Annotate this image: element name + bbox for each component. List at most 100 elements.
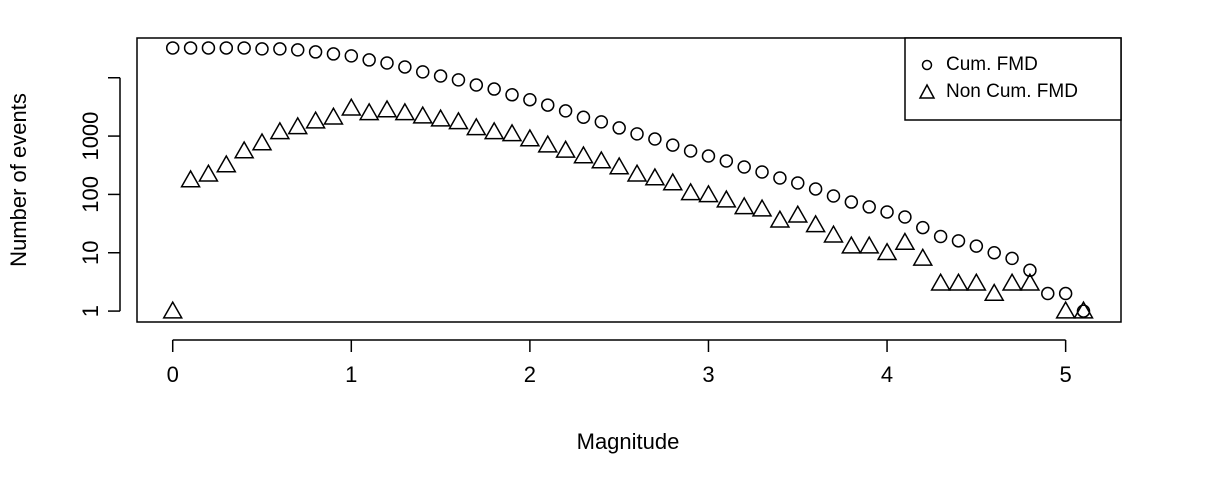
triangle-point: [430, 108, 451, 127]
y-tick-label: 1: [78, 305, 103, 317]
circle-point: [719, 154, 734, 168]
circle-point: [1076, 304, 1091, 318]
triangle-point: [215, 154, 237, 173]
plot-frame: [136, 37, 1122, 323]
triangle-point: [198, 163, 219, 182]
circle-point: [630, 127, 644, 141]
circle-point: [505, 88, 519, 102]
triangle-point: [787, 204, 809, 223]
circle-point: [1005, 251, 1019, 266]
triangle-point: [448, 111, 469, 130]
triangle-point: [394, 102, 416, 121]
circle-point: [916, 220, 930, 235]
triangle-point: [894, 231, 916, 250]
triangle-point: [483, 121, 505, 140]
x-tick-label: 4: [881, 362, 893, 387]
circle-point: [237, 41, 251, 55]
circle-point: [344, 49, 359, 63]
circle-point: [755, 165, 769, 179]
triangle-point: [501, 123, 523, 142]
triangle-point: [805, 214, 826, 233]
circle-point: [540, 98, 555, 112]
triangle-point: [573, 145, 594, 164]
circle-point: [201, 41, 216, 55]
circle-point: [1023, 263, 1037, 278]
circle-point: [558, 104, 573, 118]
circle-point: [701, 149, 716, 163]
y-tick-label: 100: [78, 176, 103, 213]
triangle-point: [180, 169, 201, 188]
circle-point: [1041, 286, 1055, 301]
triangle-point: [555, 139, 576, 158]
triangle-point: [918, 83, 936, 99]
triangle-point: [626, 163, 648, 182]
circle-point: [523, 92, 537, 107]
triangle-point: [519, 128, 541, 147]
y-tick-label: 1000: [78, 112, 103, 161]
circle-point: [844, 195, 859, 209]
circle-point: [362, 53, 376, 67]
triangle-point: [608, 156, 630, 175]
triangle-point: [644, 167, 666, 186]
circle-point: [921, 59, 933, 71]
triangle-point: [537, 134, 559, 153]
triangle-point: [698, 184, 719, 203]
triangle-point: [233, 140, 255, 159]
y-tick-label: 10: [78, 241, 103, 265]
triangle-point: [287, 116, 309, 135]
triangle-point: [858, 235, 880, 254]
circle-point: [737, 160, 751, 174]
circle-point: [415, 65, 430, 79]
circle-point: [219, 41, 234, 55]
circle-point: [808, 182, 823, 196]
x-tick-label: 2: [524, 362, 536, 387]
circle-point: [1058, 286, 1073, 301]
circle-point: [987, 245, 1001, 260]
triangle-point: [466, 117, 487, 136]
circle-point: [290, 43, 305, 57]
circle-point: [594, 115, 609, 129]
circle-point: [469, 78, 484, 92]
triangle-point: [841, 235, 862, 254]
triangle-point: [716, 189, 737, 208]
circle-point: [880, 205, 894, 219]
circle-point: [308, 45, 323, 59]
triangle-point: [733, 196, 755, 215]
circle-point: [683, 144, 698, 158]
circle-point: [451, 73, 466, 87]
triangle-point: [680, 182, 701, 201]
triangle-point: [251, 132, 273, 151]
circle-point: [165, 41, 180, 55]
circle-point: [380, 56, 394, 70]
circle-point: [487, 82, 501, 96]
circle-point: [773, 171, 787, 185]
circle-point: [326, 47, 341, 61]
triangle-point: [162, 300, 184, 319]
x-tick-label: 5: [1060, 362, 1072, 387]
legend-label: Non Cum. FMD: [946, 81, 1078, 102]
triangle-point: [341, 97, 362, 116]
circle-point: [826, 189, 841, 203]
circle-point: [273, 42, 287, 56]
triangle-point: [1073, 300, 1094, 319]
triangle-point: [1055, 300, 1076, 319]
circle-point: [398, 60, 412, 74]
x-axis-label: Magnitude: [577, 429, 680, 454]
circle-point: [969, 239, 984, 253]
triangle-point: [1001, 272, 1023, 291]
triangle-point: [358, 102, 380, 121]
legend: Cum. FMD Non Cum. FMD: [904, 37, 1122, 121]
circle-point: [933, 229, 948, 244]
triangle-point: [591, 150, 612, 169]
circle-point: [666, 138, 680, 152]
triangle-point: [305, 110, 326, 129]
x-tick-label: 0: [167, 362, 179, 387]
triangle-point: [323, 106, 344, 125]
triangle-point: [966, 272, 987, 291]
triangle-point: [948, 272, 969, 291]
legend-label: Cum. FMD: [946, 54, 1038, 75]
x-tick-label: 3: [702, 362, 714, 387]
circle-point: [576, 110, 591, 125]
triangle-point: [1019, 272, 1041, 291]
